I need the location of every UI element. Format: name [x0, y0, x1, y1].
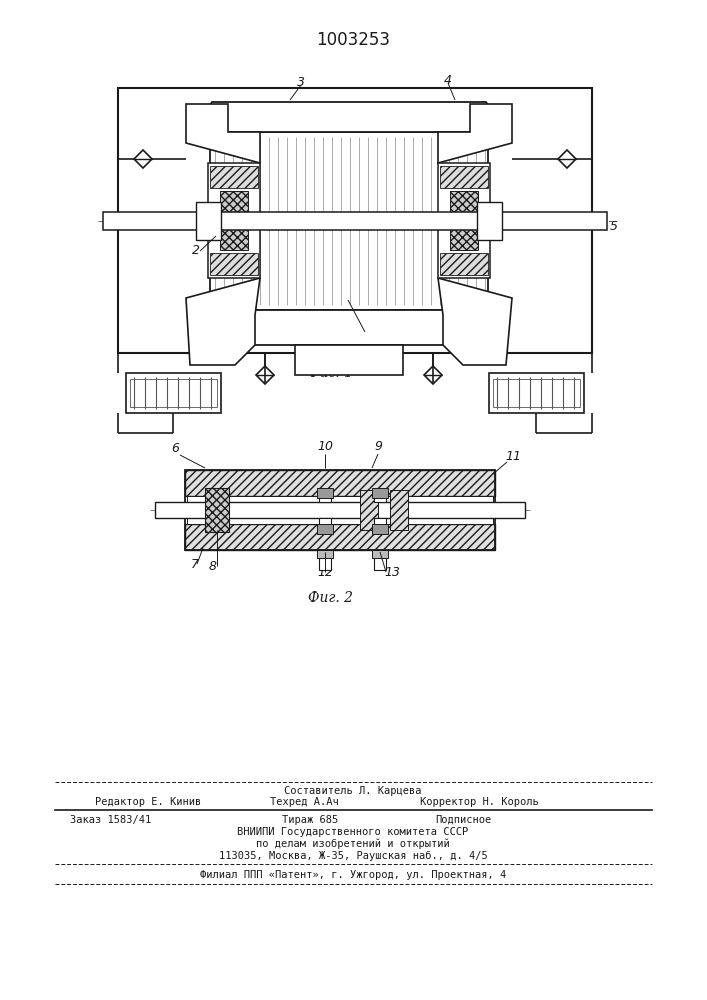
Bar	[220, 191, 248, 250]
Polygon shape	[230, 310, 468, 345]
Bar	[187, 496, 493, 524]
Text: Филиал ППП «Патент», г. Ужгород, ул. Проектная, 4: Филиал ППП «Патент», г. Ужгород, ул. Про…	[200, 870, 506, 880]
Bar	[438, 163, 490, 278]
Text: 7: 7	[191, 558, 199, 571]
Polygon shape	[438, 278, 512, 365]
Polygon shape	[186, 278, 260, 365]
Polygon shape	[256, 366, 274, 384]
Text: Подписное: Подписное	[435, 815, 491, 825]
Polygon shape	[438, 104, 512, 163]
Bar	[103, 212, 607, 230]
Bar	[477, 202, 502, 240]
Bar	[210, 166, 258, 188]
Text: Корректор Н. Король: Корректор Н. Король	[420, 797, 539, 807]
Bar	[118, 88, 592, 353]
Bar	[489, 373, 584, 413]
Text: 5: 5	[610, 220, 618, 232]
Polygon shape	[186, 104, 260, 163]
Text: 4: 4	[444, 74, 452, 87]
Text: 12: 12	[317, 566, 333, 579]
Bar	[317, 550, 333, 558]
Text: Заказ 1583/41: Заказ 1583/41	[70, 815, 151, 825]
Bar	[319, 518, 331, 526]
Polygon shape	[424, 366, 442, 384]
Text: Составитель Л. Карцева: Составитель Л. Карцева	[284, 786, 422, 796]
Bar	[440, 253, 488, 275]
Bar	[196, 202, 221, 240]
Text: Фиг. 1: Фиг. 1	[308, 366, 353, 380]
Bar	[126, 373, 221, 413]
Bar	[390, 490, 408, 530]
Text: 113035, Москва, Ж-35, Раушская наб., д. 4/5: 113035, Москва, Ж-35, Раушская наб., д. …	[218, 851, 487, 861]
Bar	[185, 470, 495, 550]
Bar	[319, 494, 331, 502]
Bar	[295, 345, 403, 375]
Text: Тираж 685: Тираж 685	[282, 815, 338, 825]
Bar	[185, 524, 495, 550]
Bar	[440, 166, 488, 188]
Bar	[155, 502, 525, 518]
Bar	[374, 518, 386, 526]
Text: 10: 10	[317, 440, 333, 453]
Bar	[185, 470, 495, 496]
Bar	[372, 550, 388, 558]
Bar	[450, 191, 478, 250]
Bar	[372, 524, 388, 534]
Bar	[374, 550, 386, 570]
Bar	[130, 379, 217, 407]
Bar	[210, 253, 258, 275]
Text: Фиг. 2: Фиг. 2	[308, 591, 353, 605]
Text: 13: 13	[384, 566, 400, 579]
Text: 9: 9	[374, 440, 382, 453]
Bar	[374, 494, 386, 502]
Bar	[317, 488, 333, 498]
Bar	[493, 379, 580, 407]
Text: Редактор Е. Кинив: Редактор Е. Кинив	[95, 797, 201, 807]
Text: 8: 8	[209, 560, 217, 573]
Text: 1: 1	[371, 324, 379, 336]
Text: 6: 6	[171, 442, 179, 455]
Text: 2: 2	[192, 244, 200, 257]
Polygon shape	[134, 150, 152, 168]
Polygon shape	[558, 150, 576, 168]
Text: 11: 11	[505, 450, 521, 463]
Bar	[317, 524, 333, 534]
Bar	[372, 488, 388, 498]
Bar	[205, 488, 229, 532]
Text: ВНИИПИ Государственного комитета СССР: ВНИИПИ Государственного комитета СССР	[238, 827, 469, 837]
Text: 3: 3	[297, 76, 305, 89]
Bar	[210, 132, 488, 310]
Bar	[360, 490, 378, 530]
Bar	[208, 163, 260, 278]
Bar	[319, 550, 331, 570]
Text: по делам изобретений и открытий: по делам изобретений и открытий	[256, 839, 450, 849]
Polygon shape	[192, 102, 506, 132]
Text: 1003253: 1003253	[316, 31, 390, 49]
Text: Техред А.Ач: Техред А.Ач	[270, 797, 339, 807]
